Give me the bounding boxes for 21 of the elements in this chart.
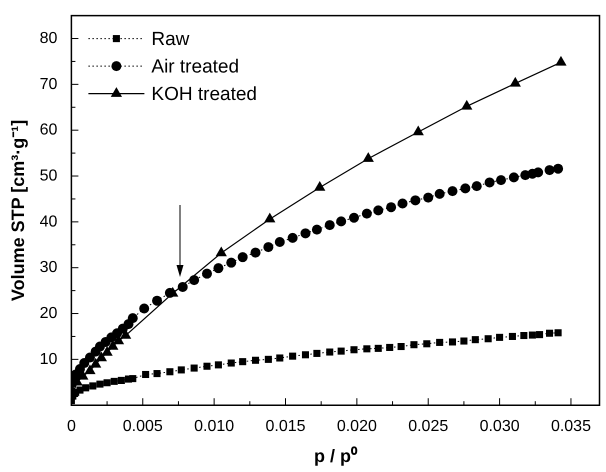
y-tick-label: 60 <box>40 122 58 139</box>
y-axis-title: Volume STP [cm³·g⁻¹] <box>8 120 28 302</box>
x-tick-label: 0.025 <box>408 418 448 436</box>
y-tick-label: 10 <box>40 350 58 368</box>
x-tick-label: 0.005 <box>122 418 163 436</box>
legend-label: Raw <box>151 28 190 50</box>
y-tick-label: 80 <box>40 30 58 47</box>
x-axis-title: p / p⁰ <box>314 446 358 466</box>
x-tick-label: 0.010 <box>194 418 234 436</box>
x-tick-label: 0 <box>66 418 76 436</box>
x-tick-label: 0.035 <box>550 418 592 436</box>
x-tick-label: 0.020 <box>336 418 377 436</box>
y-tick-label: 70 <box>40 76 58 93</box>
y-tick-label: 50 <box>40 167 58 184</box>
legend-label: KOH treated <box>151 84 258 105</box>
y-tick-label: 40 <box>40 213 58 230</box>
x-tick-label: 0.015 <box>265 418 306 436</box>
y-tick-label: 20 <box>40 304 58 322</box>
legend-label: Air treated <box>151 56 240 78</box>
y-tick-label: 30 <box>40 259 58 276</box>
x-tick-label: 0.030 <box>480 418 520 436</box>
